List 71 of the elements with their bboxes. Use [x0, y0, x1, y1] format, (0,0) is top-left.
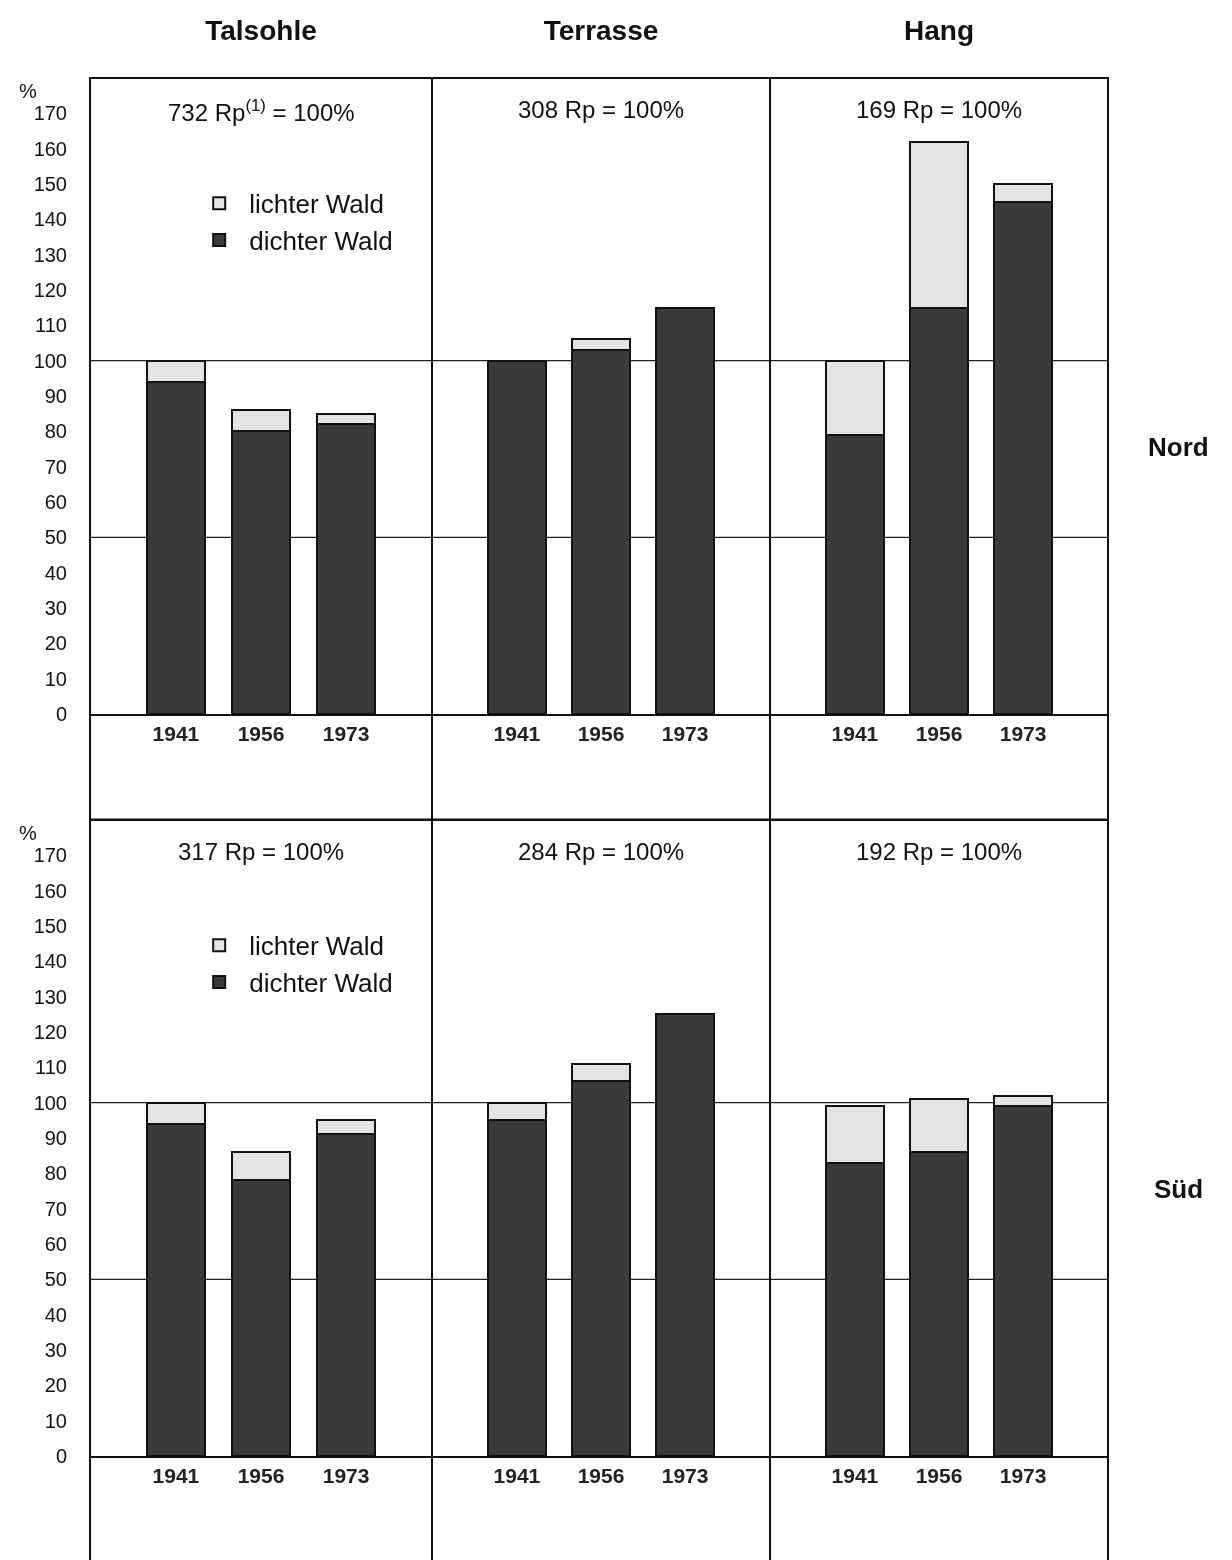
x-tick-label: 1973 [661, 722, 709, 746]
x-tick-label: 1941 [493, 1464, 541, 1488]
y-tick-label: 10 [44, 1409, 67, 1432]
y-tick-label: 130 [33, 243, 67, 266]
y-tick-label: 140 [33, 950, 67, 973]
x-tick-label: 1941 [152, 1464, 200, 1488]
chart-title: Hang [904, 14, 974, 46]
y-tick-label: 100 [33, 349, 67, 372]
text: Süd [1154, 1174, 1204, 1204]
y-axis-title: % [19, 822, 37, 844]
y-tick-label: 40 [44, 561, 67, 584]
y-tick-label: 70 [44, 455, 67, 478]
y-tick-label: 10 [44, 667, 67, 690]
y-tick-label: 120 [33, 1021, 67, 1043]
x-tick-label: 1956 [237, 1464, 285, 1488]
y-tick-label: 80 [44, 420, 67, 443]
y-tick-label: 170 [33, 844, 67, 867]
y-tick-label: 70 [44, 1197, 67, 1220]
legend-label: lichter Wald [249, 931, 385, 962]
x-tick-label: 1973 [999, 1464, 1047, 1488]
y-tick-label: 110 [35, 1056, 67, 1079]
x-tick-label: 1941 [831, 1464, 879, 1488]
y-tick-label: 90 [44, 1127, 67, 1149]
y-tick-label: 150 [33, 915, 67, 937]
x-tick-label: 1973 [322, 722, 370, 746]
annotation: 732 Rp$^{(1)}$ = 100% [168, 96, 355, 127]
y-tick-label: 130 [33, 985, 67, 1008]
x-tick-label: 1956 [577, 1464, 625, 1488]
annotation: 308 Rp = 100% [518, 96, 685, 123]
x-tick-label: 1973 [322, 1464, 370, 1488]
y-tick-label: 50 [44, 526, 67, 549]
y-axis-title: % [19, 80, 37, 102]
x-tick-label: 1973 [661, 1464, 709, 1488]
y-tick-label: 20 [44, 632, 67, 655]
text: Nord [1148, 432, 1209, 462]
y-tick-label: 170 [33, 102, 67, 125]
y-tick-label: 60 [44, 491, 67, 513]
y-tick-label: 110 [35, 314, 67, 337]
annotation: 317 Rp = 100% [178, 838, 345, 865]
y-tick-label: 30 [44, 597, 67, 619]
y-tick-label: 160 [33, 137, 67, 160]
x-tick-label: 1956 [915, 722, 963, 746]
x-tick-label: 1941 [831, 722, 879, 746]
y-tick-label: 0 [55, 1445, 67, 1467]
y-tick-label: 90 [44, 385, 67, 407]
y-tick-label: 30 [44, 1339, 67, 1361]
chart-title: Terrasse [543, 14, 659, 46]
y-tick-label: 150 [33, 173, 67, 195]
annotation: 192 Rp = 100% [856, 838, 1023, 865]
y-tick-label: 80 [44, 1162, 67, 1185]
y-tick-label: 140 [33, 208, 67, 231]
x-tick-label: 1973 [999, 722, 1047, 746]
y-tick-label: 40 [44, 1303, 67, 1326]
legend-label: dichter Wald [249, 968, 393, 999]
y-tick-label: 100 [33, 1091, 67, 1114]
y-tick-label: 0 [55, 703, 67, 725]
y-tick-label: 50 [44, 1268, 67, 1291]
annotation: 284 Rp = 100% [518, 838, 685, 865]
y-tick-label: 160 [33, 879, 67, 902]
annotation: 169 Rp = 100% [856, 96, 1023, 123]
chart-title: Talsohle [205, 14, 317, 46]
y-tick-label: 60 [44, 1233, 67, 1255]
x-tick-label: 1941 [493, 722, 541, 746]
y-tick-label: 20 [44, 1374, 67, 1397]
x-tick-label: 1956 [237, 722, 285, 746]
x-tick-label: 1956 [577, 722, 625, 746]
y-tick-label: 120 [33, 279, 67, 301]
legend-label: dichter Wald [249, 226, 393, 257]
legend-label: lichter Wald [249, 189, 385, 220]
x-tick-label: 1941 [152, 722, 200, 746]
x-tick-label: 1956 [915, 1464, 963, 1488]
